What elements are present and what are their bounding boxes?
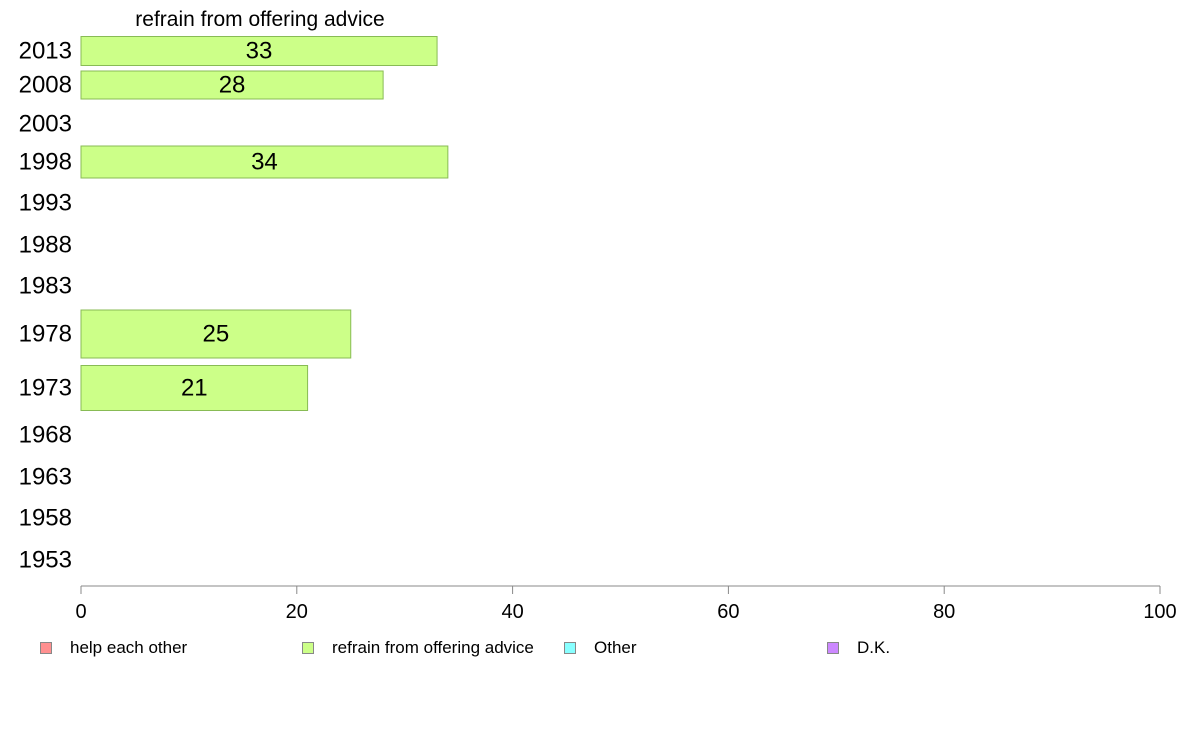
- legend-label: D.K.: [857, 638, 891, 657]
- bar-value-label: 33: [246, 38, 273, 65]
- x-tick-label: 80: [933, 601, 955, 623]
- y-tick-label: 1998: [19, 149, 72, 176]
- legend-swatch: [40, 642, 52, 654]
- chart-title: refrain from offering advice: [135, 8, 384, 31]
- bar-value-label: 25: [203, 321, 230, 348]
- x-tick-label: 20: [286, 601, 308, 623]
- legend: help each other refrain from offering ad…: [0, 638, 1188, 662]
- legend-item-help-each-other: help each other: [40, 638, 187, 658]
- bar: [80, 36, 438, 66]
- chart: refrain from offering advice 3328342521 …: [19, 8, 1177, 623]
- y-tick-label: 1973: [19, 375, 72, 402]
- y-tick-label: 1978: [19, 321, 72, 348]
- legend-label: help each other: [70, 638, 188, 657]
- bar: [80, 70, 384, 100]
- bar: [80, 145, 449, 179]
- year-labels: 2013 2008 2003 1998 1993 1988 1983 1978 1973 1968…: [19, 38, 72, 574]
- y-tick-label: 1953: [19, 547, 72, 574]
- bar-value-label: 34: [251, 149, 278, 176]
- y-tick-label: 1983: [19, 273, 72, 300]
- legend-item-refrain: refrain from offering advice: [302, 638, 534, 658]
- x-tick-label: 100: [1143, 601, 1176, 623]
- y-tick-label: 2008: [19, 72, 72, 99]
- legend-swatch: [827, 642, 839, 654]
- y-tick-label: 1958: [19, 505, 72, 532]
- x-tick-label: 40: [501, 601, 523, 623]
- y-tick-label: 1963: [19, 464, 72, 491]
- x-axis-ticks: 0 20 40 60 80 100: [75, 586, 1177, 623]
- legend-item-other: Other: [564, 638, 637, 658]
- legend-swatch: [564, 642, 576, 654]
- y-tick-label: 1993: [19, 190, 72, 217]
- bar-value-label: 21: [181, 375, 208, 402]
- x-tick-label: 0: [75, 601, 86, 623]
- y-tick-label: 2013: [19, 38, 72, 65]
- y-tick-label: 1988: [19, 232, 72, 259]
- x-tick-label: 60: [717, 601, 739, 623]
- bar: [80, 309, 352, 359]
- bar: [80, 365, 309, 411]
- legend-label: refrain from offering advice: [332, 638, 534, 657]
- legend-label: Other: [594, 638, 637, 657]
- bar-value-label: 28: [219, 72, 246, 99]
- y-tick-label: 1968: [19, 422, 72, 449]
- y-tick-label: 2003: [19, 111, 72, 138]
- legend-item-dk: D.K.: [827, 638, 890, 658]
- legend-swatch: [302, 642, 314, 654]
